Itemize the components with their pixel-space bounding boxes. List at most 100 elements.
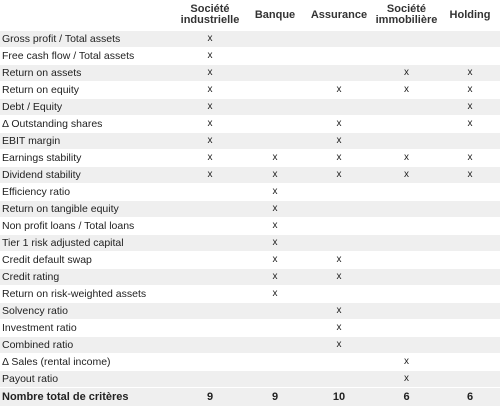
row-label: Tier 1 risk adjusted capital <box>0 235 175 252</box>
mark-cell-societe-immobiliere <box>373 184 440 201</box>
mark-cell-assurance: x <box>305 269 373 286</box>
mark-cell-assurance <box>305 31 373 48</box>
mark-cell-banque <box>245 31 305 48</box>
mark-cell-banque <box>245 99 305 116</box>
mark-cell-holding: x <box>440 82 500 99</box>
mark-cell-banque <box>245 48 305 65</box>
total-societe-industrielle: 9 <box>175 388 245 406</box>
mark-cell-holding <box>440 218 500 235</box>
row-label: Combined ratio <box>0 337 175 354</box>
row-label: Δ Outstanding shares <box>0 116 175 133</box>
row-label: Dividend stability <box>0 167 175 184</box>
mark-cell-holding <box>440 371 500 388</box>
mark-cell-holding: x <box>440 150 500 167</box>
mark-cell-holding <box>440 252 500 269</box>
mark-cell-banque <box>245 320 305 337</box>
mark-cell-banque: x <box>245 218 305 235</box>
mark-cell-societe-industrielle: x <box>175 150 245 167</box>
mark-cell-assurance: x <box>305 82 373 99</box>
mark-cell-societe-industrielle: x <box>175 48 245 65</box>
mark-cell-banque <box>245 371 305 388</box>
mark-cell-holding <box>440 303 500 320</box>
mark-cell-banque: x <box>245 252 305 269</box>
mark-cell-societe-immobiliere <box>373 116 440 133</box>
mark-cell-assurance: x <box>305 320 373 337</box>
mark-cell-societe-immobiliere <box>373 235 440 252</box>
mark-cell-assurance: x <box>305 303 373 320</box>
mark-cell-holding <box>440 48 500 65</box>
total-societe-immobiliere: 6 <box>373 388 440 406</box>
mark-cell-banque <box>245 82 305 99</box>
row-label: Return on tangible equity <box>0 201 175 218</box>
row-label: Δ Sales (rental income) <box>0 354 175 371</box>
mark-cell-holding <box>440 235 500 252</box>
mark-cell-assurance: x <box>305 167 373 184</box>
row-label: Return on equity <box>0 82 175 99</box>
mark-cell-societe-industrielle <box>175 235 245 252</box>
mark-cell-assurance: x <box>305 150 373 167</box>
mark-cell-societe-industrielle: x <box>175 133 245 150</box>
column-header-line: Holding <box>450 9 491 21</box>
mark-cell-holding <box>440 133 500 150</box>
mark-cell-societe-industrielle: x <box>175 65 245 82</box>
mark-cell-societe-immobiliere <box>373 31 440 48</box>
mark-cell-assurance: x <box>305 133 373 150</box>
column-header-societe-industrielle: Société industrielle <box>175 0 245 31</box>
mark-cell-holding <box>440 269 500 286</box>
mark-cell-banque: x <box>245 167 305 184</box>
mark-cell-societe-industrielle <box>175 371 245 388</box>
mark-cell-holding: x <box>440 99 500 116</box>
mark-cell-assurance <box>305 218 373 235</box>
mark-cell-holding <box>440 320 500 337</box>
mark-cell-assurance: x <box>305 116 373 133</box>
mark-cell-assurance <box>305 354 373 371</box>
mark-cell-holding <box>440 201 500 218</box>
mark-cell-societe-immobiliere <box>373 218 440 235</box>
mark-cell-societe-industrielle <box>175 218 245 235</box>
mark-cell-banque <box>245 65 305 82</box>
column-header-line: Banque <box>255 9 295 21</box>
mark-cell-societe-immobiliere: x <box>373 65 440 82</box>
mark-cell-societe-immobiliere: x <box>373 150 440 167</box>
row-label: Credit default swap <box>0 252 175 269</box>
mark-cell-holding <box>440 184 500 201</box>
mark-cell-societe-industrielle: x <box>175 82 245 99</box>
mark-cell-societe-immobiliere <box>373 99 440 116</box>
mark-cell-assurance <box>305 65 373 82</box>
mark-cell-assurance <box>305 286 373 303</box>
mark-cell-societe-immobiliere <box>373 252 440 269</box>
mark-cell-holding <box>440 286 500 303</box>
mark-cell-societe-industrielle: x <box>175 167 245 184</box>
row-label: Earnings stability <box>0 150 175 167</box>
mark-cell-holding <box>440 337 500 354</box>
mark-cell-societe-immobiliere <box>373 320 440 337</box>
mark-cell-banque: x <box>245 150 305 167</box>
mark-cell-societe-immobiliere <box>373 201 440 218</box>
mark-cell-assurance <box>305 99 373 116</box>
mark-cell-societe-immobiliere <box>373 133 440 150</box>
row-label: Return on assets <box>0 65 175 82</box>
column-header-holding: Holding <box>440 0 500 31</box>
column-header-societe-immobiliere: Société immobilière <box>373 0 440 31</box>
mark-cell-societe-immobiliere <box>373 337 440 354</box>
total-assurance: 10 <box>305 388 373 406</box>
column-header-line: Assurance <box>311 9 367 21</box>
mark-cell-banque <box>245 116 305 133</box>
row-label: Debt / Equity <box>0 99 175 116</box>
mark-cell-societe-immobiliere: x <box>373 354 440 371</box>
mark-cell-societe-industrielle <box>175 252 245 269</box>
mark-cell-societe-industrielle: x <box>175 31 245 48</box>
